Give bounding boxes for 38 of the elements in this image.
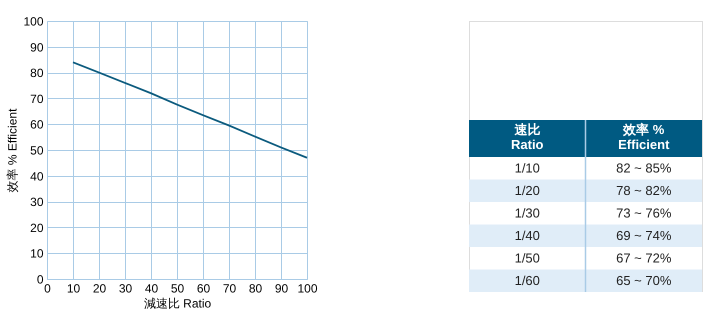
text: 78 ~ 82% [616,182,672,198]
text: 65 ~ 70% [616,272,672,288]
x-tick-label: 80 [248,282,262,296]
text: 82 ~ 85% [616,160,672,176]
y-tick-label: 20 [30,220,44,235]
y-tick-label: 30 [30,195,44,210]
x-tick-label: 30 [118,282,132,296]
y-tick-label: 90 [30,40,44,54]
x-tick-label: 40 [144,282,158,296]
x-tick-label: 10 [66,282,80,296]
y-tick-label: 10 [30,246,44,261]
text: 67 ~ 72% [616,250,672,266]
text: 1/20 [514,182,540,198]
x-tick-label: 60 [196,282,210,296]
x-tick-label: 50 [170,282,184,296]
y-tick-label: 50 [30,144,44,158]
y-tick-label: 70 [30,92,44,106]
x-axis-title: 減速比 Ratio [144,296,212,310]
text: 1/10 [514,160,540,176]
y-tick-label: 0 [36,272,44,286]
y-tick-label: 80 [30,66,44,80]
text: 1/40 [514,228,540,243]
y-tick-label: 40 [30,169,44,184]
y-axis-title: 效率 % Efficient [5,108,20,192]
text: 效率 % Efficient [618,122,670,152]
text: 1/50 [514,250,540,266]
text: 69 ~ 74% [616,228,672,243]
line-series [72,61,308,159]
text: 1/30 [514,205,540,220]
x-tick-label: 70 [222,282,236,296]
x-tick-label: 100 [297,282,318,296]
y-tick-label: 100 [23,14,44,28]
text: 1/60 [514,272,540,288]
x-tick-label: 90 [274,282,288,296]
y-tick-label: 60 [30,118,44,132]
text: 73 ~ 76% [616,205,672,220]
text: 速比 Ratio [511,122,544,152]
x-tick-label: 20 [92,282,106,296]
